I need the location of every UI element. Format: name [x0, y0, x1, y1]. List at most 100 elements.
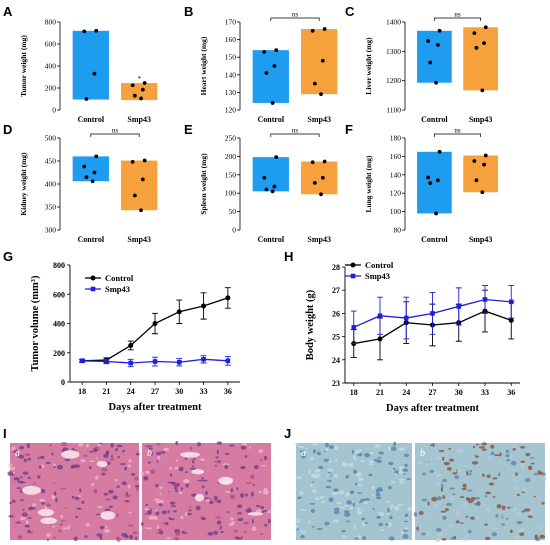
tissue-cell: [304, 447, 308, 450]
y-axis-title: Spleen weight (mg): [199, 153, 208, 215]
tissue-cell: [379, 489, 383, 492]
tissue-cell: [516, 493, 520, 497]
data-point: [152, 321, 158, 326]
tissue-cell: [209, 500, 214, 505]
y-axis-title: Tumor weight (mg): [19, 35, 28, 97]
significance-bracket: [270, 17, 320, 21]
panel-label-g: G: [3, 249, 13, 264]
tissue-cell: [46, 533, 52, 537]
y-tick-label: 500: [45, 134, 57, 143]
tissue-cell: [19, 445, 25, 450]
tissue-cell: [421, 472, 427, 476]
tissue-cell: [512, 444, 517, 449]
tissue-cell: [334, 507, 340, 511]
tissue-cell: [175, 440, 179, 446]
tissue-cell: [311, 481, 315, 483]
panel-c-chart: 1100 1200 1300 1400 Liver weight (mg) Control…: [364, 11, 498, 124]
tissue-cell: [469, 469, 473, 473]
tissue-cell: [386, 500, 390, 504]
x-category-label: Smp43: [469, 235, 493, 244]
data-point: [508, 317, 514, 323]
panel-label-h: H: [284, 249, 293, 264]
tissue-cell: [37, 475, 41, 479]
tissue-cell: [60, 515, 64, 519]
tissue-cell: [17, 480, 20, 484]
tissue-cell: [150, 451, 153, 456]
tissue-cell: [71, 464, 77, 469]
data-point: [322, 159, 327, 164]
micrograph-i-a: a: [7, 442, 140, 542]
tissue-cell: [24, 453, 31, 457]
tissue-cell: [13, 476, 20, 481]
tissue-cell: [435, 527, 442, 532]
y-tick-label: 100: [225, 189, 237, 198]
tissue-cell: [85, 522, 90, 527]
panel-label-a: A: [3, 4, 13, 19]
tissue-cell: [403, 520, 409, 523]
tissue-cell: [312, 489, 317, 493]
data-point: [437, 149, 442, 154]
tissue-cell: [80, 459, 86, 463]
series-control: [79, 287, 231, 364]
data-point: [82, 164, 87, 169]
tissue-cell: [224, 452, 230, 455]
tissue-cell: [328, 497, 334, 503]
tissue-cell: [358, 449, 363, 452]
tissue-cell: [436, 496, 442, 501]
tissue-cell: [57, 529, 62, 533]
panel-f-chart: 80 100 120 140 160 180 Lung weight (mg) Control…: [364, 127, 498, 244]
tissue-cell: [179, 491, 183, 495]
significance-bracket: [270, 133, 320, 137]
tissue-cell: [135, 452, 140, 456]
y-tick-label: 150: [225, 53, 237, 62]
tissue-cell: [311, 473, 318, 478]
tissue-cell: [117, 455, 120, 459]
tissue-cell: [261, 464, 267, 467]
tissue-cell: [456, 448, 461, 453]
tissue-cell: [403, 529, 409, 532]
tissue-cell: [462, 483, 467, 488]
tissue-cell: [60, 519, 66, 522]
tissue-cell: [483, 503, 487, 507]
tissue-cell: [236, 487, 239, 491]
tissue-cell: [368, 463, 374, 466]
tissue-cell: [467, 489, 473, 492]
tissue-cell: [471, 461, 479, 465]
tissue-cell: [323, 458, 330, 462]
data-point: [274, 48, 279, 53]
tissue-cell: [38, 465, 42, 469]
x-tick-label: 24: [127, 387, 135, 396]
tissue-cell: [362, 536, 367, 541]
y-tick-label: 27: [332, 286, 340, 295]
tissue-cell: [260, 506, 265, 509]
data-point: [90, 179, 95, 184]
tissue-cell: [491, 531, 498, 537]
panel-label-e: E: [184, 122, 193, 137]
tissue-cell: [216, 520, 222, 525]
tissue-cell: [53, 482, 56, 485]
data-point: [79, 358, 85, 364]
tissue-cell: [515, 472, 518, 477]
tissue-cell: [417, 460, 422, 465]
y-tick-label: 200: [53, 349, 65, 358]
tissue-cell: [331, 491, 337, 495]
tissue-cell: [127, 524, 134, 527]
panel-label-d: D: [3, 122, 12, 137]
panel-label-f: F: [345, 122, 353, 137]
panel-label-j: J: [284, 426, 291, 441]
tissue-cell: [524, 478, 531, 483]
tissue-cell: [403, 453, 410, 457]
tissue-cell: [510, 507, 517, 512]
tissue-cell: [389, 515, 393, 520]
tissue-cell: [25, 520, 29, 525]
tissue-cell: [310, 483, 313, 488]
tissue-cell: [442, 495, 446, 500]
panel-h-chart: 23 24 25 26 27 28 18 21 24 27 30 33 36 Days after tre…: [305, 260, 520, 414]
tissue-cell: [421, 532, 426, 536]
significance-label: ns: [454, 11, 461, 19]
tissue-cell: [509, 529, 513, 534]
y-tick-label: 0: [61, 378, 65, 387]
tissue-cell: [20, 499, 25, 502]
